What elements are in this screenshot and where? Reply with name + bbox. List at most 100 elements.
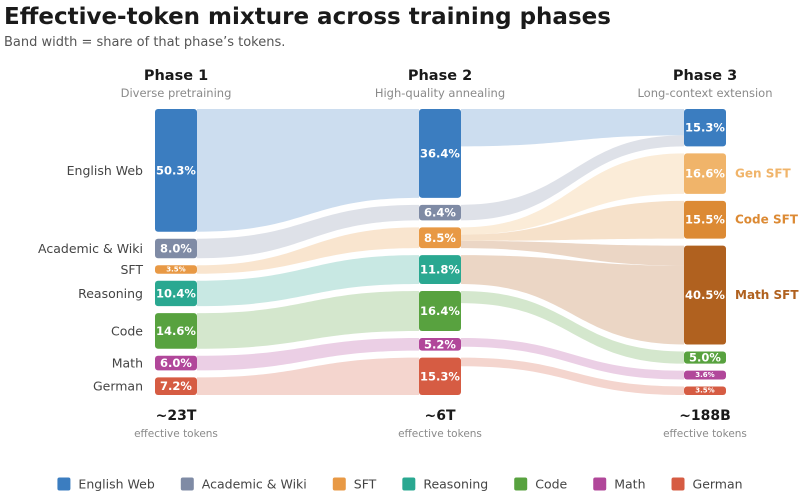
category-label-reasoning: Reasoning (78, 286, 143, 301)
node-p2-english-web (419, 109, 461, 198)
node-p1-academic (155, 238, 197, 259)
category-label-sft: SFT (120, 262, 143, 277)
node-p1-math (155, 355, 197, 371)
value-label-p1-reasoning: 10.4% (156, 286, 196, 300)
legend-swatch-sft (332, 477, 346, 491)
phase-3-total-label: effective tokens (663, 428, 747, 440)
value-label-p2-reasoning: 11.8% (420, 263, 460, 277)
category-label-code: Code (111, 323, 143, 338)
value-label-p2-academic: 6.4% (424, 206, 456, 220)
node-p1-german (155, 377, 197, 395)
flow-p2-p3-english-web-to-english-web (461, 109, 684, 147)
node-p1-english-web (155, 109, 197, 232)
value-label-p2-english-web: 36.4% (420, 146, 460, 160)
phase-1-total-label: effective tokens (134, 428, 218, 440)
flow-p1-p2-english-web (197, 109, 419, 232)
phase-3-title: Phase 3 (673, 68, 737, 84)
flow-p2-p3-sft-to-code-sft (461, 200, 684, 241)
legend-swatch-academic (180, 477, 194, 491)
value-label-p2-math: 5.2% (424, 337, 456, 351)
legend-swatch-german (671, 477, 685, 491)
value-label-p3-german: 3.5% (695, 387, 714, 395)
legend-swatch-english-web (57, 477, 71, 491)
phase-2-title: Phase 2 (408, 68, 472, 84)
flow-p2-p3-code-to-code (461, 290, 684, 364)
node-p1-reasoning (155, 280, 197, 307)
legend-label-sft: SFT (354, 477, 377, 492)
value-label-p1-sft: 3.5% (166, 266, 185, 274)
flow-p2-p3-reasoning-to-math-sft (461, 255, 684, 345)
chart-subtitle: Band width = share of that phase’s token… (4, 35, 285, 50)
node-p3-math (684, 370, 726, 380)
category-label-german: German (93, 379, 143, 394)
phase-1-total: ~23T (156, 408, 197, 424)
node-p2-reasoning (419, 255, 461, 284)
value-label-p1-academic: 8.0% (160, 241, 192, 255)
phase-3-description: Long-context extension (637, 86, 772, 100)
legend-label-code: Code (535, 477, 567, 492)
node-p2-sft (419, 227, 461, 249)
phase-nodes (155, 109, 726, 395)
output-label-code-sft: Code SFT (735, 213, 799, 227)
flow-p2-p3-sft-to-gen-sft (461, 153, 684, 235)
phase-3-total: ~188B (679, 408, 731, 424)
node-p1-sft (155, 265, 197, 274)
legend-label-german: German (693, 477, 743, 492)
flow-p1-p2-code (197, 290, 419, 349)
value-label-p2-code: 16.4% (420, 304, 460, 318)
flow-p1-p2-sft (197, 227, 419, 274)
output-label-math-sft: Math SFT (735, 288, 799, 302)
phase-2-total-label: effective tokens (398, 428, 482, 440)
node-p2-academic (419, 204, 461, 221)
value-label-p1-code: 14.6% (156, 324, 196, 338)
legend-swatch-code (514, 477, 528, 491)
value-label-p1-math: 6.0% (160, 356, 192, 370)
phase-2-description: High-quality annealing (375, 86, 505, 100)
legend-label-reasoning: Reasoning (423, 477, 488, 492)
legend-label-english-web: English Web (78, 477, 154, 492)
node-p3-code (684, 351, 726, 364)
node-p2-code (419, 290, 461, 331)
chart-title: Effective-token mixture across training … (4, 4, 611, 30)
node-labels: 50.3% English Web 8.0% Academic & Wiki 3.5% S… (38, 121, 799, 395)
category-label-math: Math (112, 356, 143, 371)
category-label-academic: Academic & Wiki (38, 241, 143, 256)
flow-p1-p2-reasoning (197, 255, 419, 307)
value-label-p3-code: 5.0% (689, 351, 721, 365)
legend-swatch-reasoning (402, 477, 416, 491)
flow-p2-p3-german-to-german (461, 357, 684, 395)
phase-1-description: Diverse pretraining (121, 86, 232, 100)
flow-p2-p3-sft-to-math-sft (461, 240, 684, 266)
output-label-gen-sft: Gen SFT (735, 167, 792, 181)
node-p2-german (419, 357, 461, 395)
node-p1-code (155, 313, 197, 349)
category-label-english-web: English Web (67, 163, 143, 178)
legend: English Web Academic & Wiki SFT Reasoning Co… (57, 477, 743, 492)
flow-bands (197, 109, 684, 395)
value-label-p2-german: 15.3% (420, 369, 460, 383)
node-p3-english-web (684, 109, 726, 147)
node-p3-german (684, 386, 726, 395)
flow-p2-p3-math-to-math (461, 337, 684, 380)
legend-label-academic: Academic & Wiki (202, 477, 307, 492)
value-label-p1-english-web: 50.3% (156, 163, 196, 177)
value-label-p3-math-sft: 40.5% (685, 288, 725, 302)
flow-p2-p3-academic-to-english-web (461, 135, 684, 221)
value-label-p3-gen-sft: 16.6% (685, 167, 725, 181)
flow-p1-p2-academic (197, 204, 419, 259)
legend-label-math: Math (614, 477, 645, 492)
value-label-p3-math: 3.6% (695, 371, 714, 379)
node-p3-math-sft (684, 245, 726, 345)
value-label-p3-english-web: 15.3% (685, 121, 725, 135)
value-label-p2-sft: 8.5% (424, 231, 456, 245)
legend-swatch-math (593, 477, 607, 491)
phase-1-title: Phase 1 (144, 68, 208, 84)
phase-2-total: ~6T (424, 408, 455, 424)
node-p2-math (419, 337, 461, 351)
flow-p1-p2-math (197, 337, 419, 371)
flow-p1-p2-german (197, 357, 419, 395)
value-label-p3-code-sft: 15.5% (685, 213, 725, 227)
node-p3-gen-sft (684, 153, 726, 194)
node-p3-code-sft (684, 200, 726, 239)
